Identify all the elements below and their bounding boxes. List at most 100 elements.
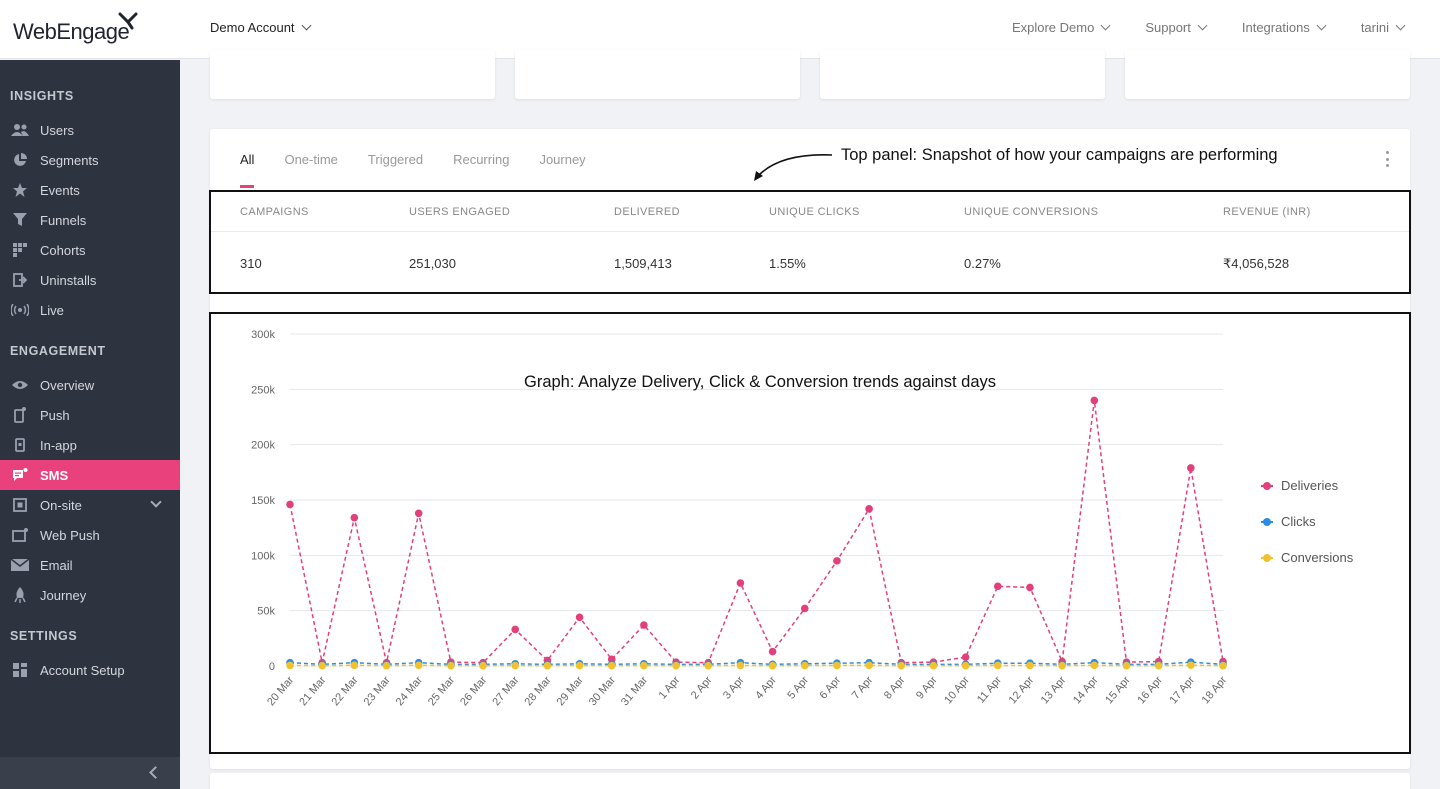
data-point-conversions [1219, 661, 1227, 670]
eye-icon [10, 377, 30, 393]
stat-header-unique-conversions: UNIQUE CONVERSIONS [964, 206, 1099, 218]
x-tick-label: 25 Mar [426, 674, 457, 708]
sidebar-item-web-push[interactable]: Web Push [0, 520, 180, 550]
sidebar-item-uninstalls[interactable]: Uninstalls [0, 265, 180, 295]
y-tick-label: 300k [251, 329, 275, 341]
sidebar-item-journey[interactable]: Journey [0, 580, 180, 610]
sidebar-item-email[interactable]: Email [0, 550, 180, 580]
sidebar-item-label: Cohorts [40, 242, 86, 258]
explore-demo-menu[interactable]: Explore Demo [1012, 20, 1111, 35]
tab-recurring[interactable]: Recurring [453, 152, 510, 167]
stat-header-delivered: DELIVERED [614, 206, 680, 218]
sidebar-item-overview[interactable]: Overview [0, 370, 180, 400]
tab-journey[interactable]: Journey [539, 152, 586, 167]
data-point-deliveries [414, 509, 423, 518]
y-tick-label: 150k [251, 495, 275, 507]
logo-text: WebEngage [13, 19, 130, 44]
sidebar-item-in-app[interactable]: In-app [0, 430, 180, 460]
data-point-deliveries [961, 653, 970, 661]
legend-item-conversions[interactable]: Conversions [1261, 550, 1353, 565]
x-tick-label: 11 Apr [975, 674, 1004, 706]
user-name: tarini [1360, 20, 1389, 35]
logo-mark-icon [118, 12, 138, 30]
x-tick-label: 17 Apr [1167, 674, 1197, 706]
users-icon [10, 122, 30, 138]
data-point-conversions [929, 661, 938, 670]
support-label: Support [1145, 20, 1191, 35]
x-tick-label: 10 Apr [942, 674, 972, 706]
data-point-deliveries [993, 582, 1002, 591]
sidebar-item-cohorts[interactable]: Cohorts [0, 235, 180, 265]
stat-value-users-engaged: 251,030 [409, 256, 456, 271]
sidebar: INSIGHTS Users Segments Events Funnels C… [0, 60, 180, 789]
summary-card [820, 50, 1105, 99]
data-point-conversions [1090, 661, 1099, 670]
trend-line-chart: 300k 250k 200k 150k 100k 50k 020 Mar 21 Mar 22 M… [251, 329, 1230, 708]
x-tick-label: 9 Apr [914, 674, 940, 702]
legend-label: Deliveries [1281, 478, 1339, 493]
summary-card [515, 50, 800, 99]
next-panel [210, 773, 1410, 789]
more-options-icon[interactable] [1385, 151, 1389, 167]
integrations-menu[interactable]: Integrations [1241, 20, 1327, 35]
data-point-deliveries [833, 557, 841, 565]
data-point-conversions [1026, 661, 1034, 670]
legend-item-clicks[interactable]: Clicks [1261, 514, 1316, 529]
account-name: Demo Account [210, 20, 295, 35]
support-menu[interactable]: Support [1145, 20, 1208, 35]
x-tick-label: 3 Apr [721, 674, 747, 702]
y-tick-label: 100k [251, 550, 275, 562]
broadcast-icon [10, 302, 30, 318]
x-tick-label: 30 Mar [587, 674, 618, 708]
legend-marker [1261, 481, 1273, 490]
legend-label: Clicks [1281, 514, 1316, 529]
sidebar-item-on-site[interactable]: On-site [0, 490, 180, 520]
tab-all[interactable]: All [240, 152, 255, 188]
data-point-deliveries [800, 604, 809, 613]
user-menu[interactable]: tarini [1360, 20, 1406, 35]
x-tick-label: 6 Apr [818, 674, 844, 702]
sidebar-collapse-button[interactable] [0, 757, 180, 789]
data-point-conversions [1154, 661, 1163, 670]
data-point-deliveries [286, 500, 294, 509]
sidebar-item-live[interactable]: Live [0, 295, 180, 325]
chevron-down-icon[interactable] [150, 496, 162, 508]
sidebar-item-account-setup[interactable]: Account Setup [0, 655, 180, 685]
sidebar-item-segments[interactable]: Segments [0, 145, 180, 175]
sidebar-item-push[interactable]: Push [0, 400, 180, 430]
data-point-deliveries [640, 621, 648, 629]
x-tick-label: 1 Apr [657, 674, 683, 702]
grid-icon [10, 242, 30, 258]
campaign-type-tabs: All One-time Triggered Recurring Journey [240, 152, 586, 188]
sidebar-item-events[interactable]: Events [0, 175, 180, 205]
x-tick-label: 4 Apr [753, 674, 779, 702]
webengage-logo[interactable]: WebEngage [13, 10, 138, 46]
tab-one-time[interactable]: One-time [284, 152, 338, 167]
account-switcher[interactable]: Demo Account [210, 20, 311, 35]
sidebar-item-label: Users [40, 122, 74, 138]
y-tick-label: 0 [269, 661, 275, 673]
trend-graph-panel [209, 312, 1411, 754]
sidebar-item-label: Funnels [40, 212, 87, 228]
sidebar-item-label: Account Setup [40, 662, 125, 678]
top-bar: WebEngage Demo Account Explore Demo Supp… [0, 0, 1440, 59]
sidebar-item-sms[interactable]: SMS [0, 460, 180, 490]
sidebar-item-funnels[interactable]: Funnels [0, 205, 180, 235]
x-tick-label: 8 Apr [882, 674, 908, 702]
legend-item-deliveries[interactable]: Deliveries [1261, 478, 1338, 493]
integrations-label: Integrations [1241, 20, 1310, 35]
tab-triggered[interactable]: Triggered [367, 152, 424, 167]
x-tick-label: 14 Apr [1071, 674, 1101, 706]
stat-value-campaigns: 310 [240, 256, 262, 271]
data-point-conversions [350, 661, 359, 670]
summary-card [210, 50, 495, 99]
star-icon [10, 182, 30, 198]
sidebar-item-label: Journey [40, 587, 87, 603]
stat-value-revenue: ₹4,056,528 [1223, 256, 1290, 271]
data-point-conversions [640, 661, 648, 670]
chevron-down-icon [1395, 20, 1406, 31]
x-tick-label: 18 Apr [1200, 674, 1230, 706]
x-tick-label: 27 Mar [490, 674, 521, 708]
sidebar-item-users[interactable]: Users [0, 115, 180, 145]
x-tick-label: 21 Mar [297, 674, 328, 708]
